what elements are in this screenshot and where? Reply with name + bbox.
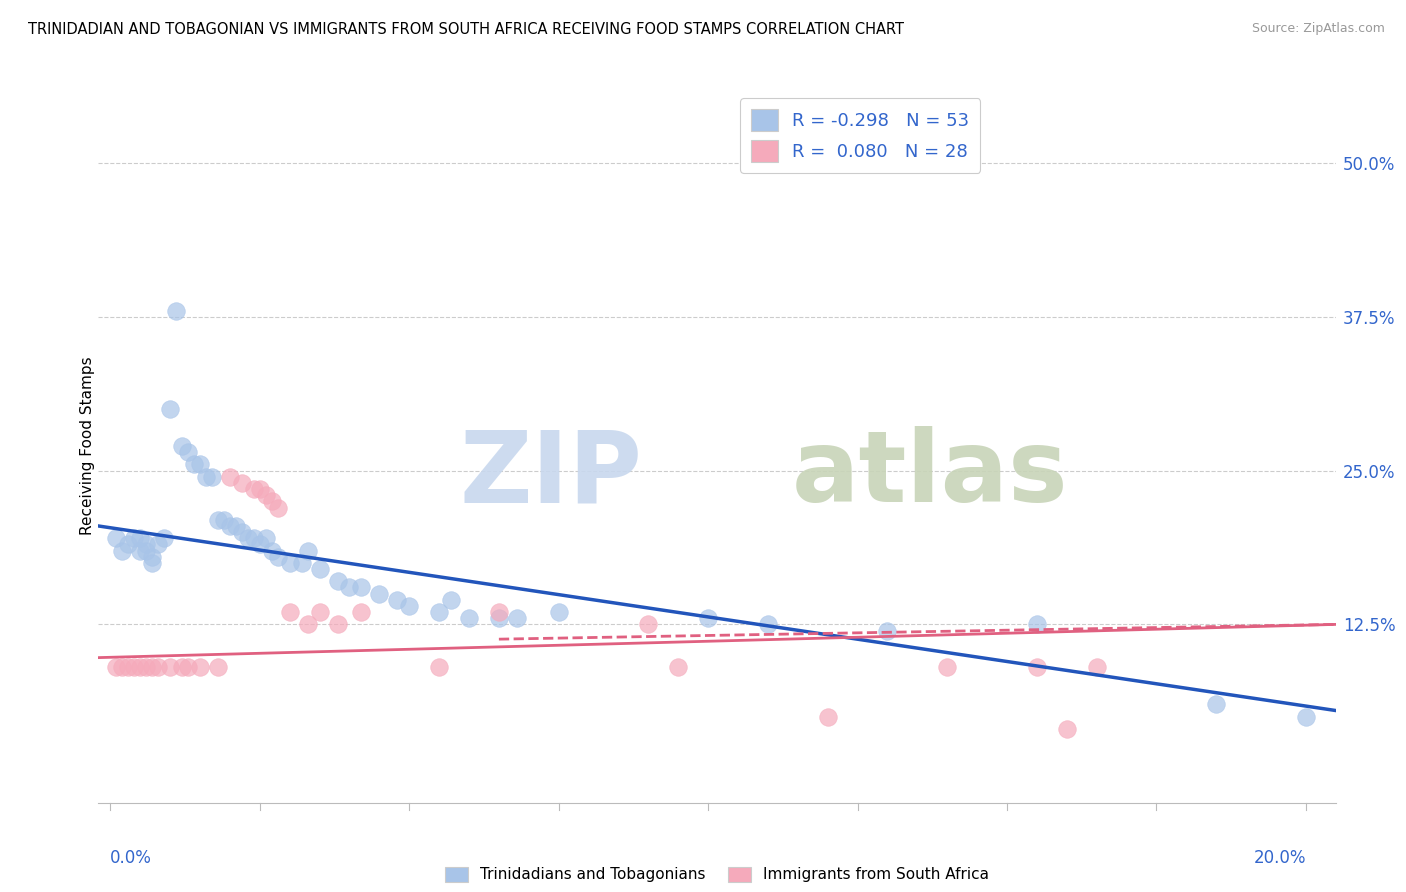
Point [141,549,163,564]
Point [427,660,450,674]
Point [440,592,463,607]
Point [201,469,224,483]
Point [165,303,187,318]
Point [817,709,839,723]
Point [129,543,152,558]
Point [637,617,659,632]
Point [876,624,898,638]
Point [148,660,170,674]
Legend: Trinidadians and Tobagonians, Immigrants from South Africa: Trinidadians and Tobagonians, Immigrants… [439,861,995,888]
Point [172,660,194,674]
Point [141,660,163,674]
Point [697,611,720,625]
Point [129,660,152,674]
Point [297,617,319,632]
Point [1295,709,1317,723]
Point [231,475,253,490]
Point [105,531,128,545]
Point [153,531,176,545]
Point [297,543,319,558]
Point [129,531,152,545]
Point [212,513,235,527]
Point [350,581,373,595]
Point [308,562,330,576]
Point [243,531,266,545]
Point [159,660,181,674]
Text: Source: ZipAtlas.com: Source: ZipAtlas.com [1251,22,1385,36]
Point [148,537,170,551]
Point [387,592,409,607]
Point [105,660,128,674]
Point [458,611,481,625]
Point [172,439,194,453]
Text: 20.0%: 20.0% [1253,849,1306,867]
Point [207,660,229,674]
Point [135,543,157,558]
Point [254,488,277,502]
Point [350,605,373,619]
Point [188,660,211,674]
Y-axis label: Receiving Food Stamps: Receiving Food Stamps [80,357,94,535]
Point [260,543,283,558]
Text: ZIP: ZIP [460,426,643,523]
Point [666,660,689,674]
Point [188,458,211,472]
Point [219,519,242,533]
Point [117,660,139,674]
Point [488,611,510,625]
Text: 0.0%: 0.0% [111,849,152,867]
Point [177,660,200,674]
Point [1085,660,1108,674]
Point [141,556,163,570]
Point [249,537,271,551]
Point [231,525,253,540]
Point [135,537,157,551]
Point [936,660,959,674]
Point [488,605,510,619]
Point [326,574,349,589]
Point [308,605,330,619]
Point [243,482,266,496]
Point [159,402,181,417]
Point [177,445,200,459]
Point [267,500,290,515]
Point [124,660,146,674]
Point [756,617,779,632]
Point [398,599,420,613]
Point [183,458,205,472]
Point [1205,698,1227,712]
Point [236,531,259,545]
Point [117,537,139,551]
Point [111,543,134,558]
Point [368,587,391,601]
Text: atlas: atlas [792,426,1069,523]
Point [135,660,157,674]
Point [267,549,290,564]
Point [427,605,450,619]
Point [278,556,301,570]
Text: TRINIDADIAN AND TOBAGONIAN VS IMMIGRANTS FROM SOUTH AFRICA RECEIVING FOOD STAMPS: TRINIDADIAN AND TOBAGONIAN VS IMMIGRANTS… [28,22,904,37]
Point [1025,617,1047,632]
Point [207,513,229,527]
Point [291,556,314,570]
Point [339,581,361,595]
Point [547,605,569,619]
Point [195,469,218,483]
Point [1056,722,1078,736]
Point [249,482,271,496]
Point [506,611,529,625]
Point [260,494,283,508]
Point [254,531,277,545]
Point [124,531,146,545]
Point [225,519,247,533]
Point [326,617,349,632]
Point [111,660,134,674]
Point [1025,660,1047,674]
Point [219,469,242,483]
Point [278,605,301,619]
